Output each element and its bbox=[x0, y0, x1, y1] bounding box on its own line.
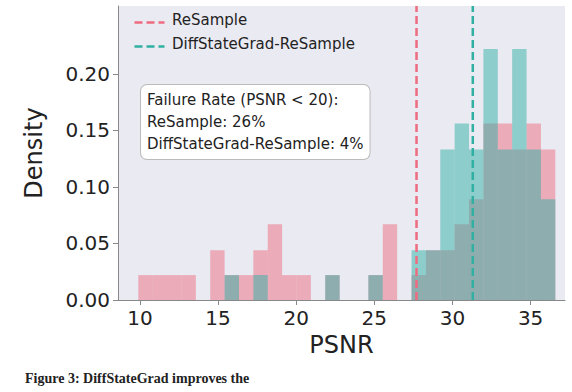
svg-text:0.05: 0.05 bbox=[65, 231, 110, 255]
svg-text:15: 15 bbox=[205, 306, 230, 330]
svg-text:PSNR: PSNR bbox=[309, 331, 373, 359]
svg-text:0.20: 0.20 bbox=[65, 62, 110, 86]
svg-text:Failure Rate (PSNR < 20):: Failure Rate (PSNR < 20): bbox=[147, 91, 338, 109]
svg-text:0.15: 0.15 bbox=[65, 118, 110, 142]
svg-text:ReSample: 26%: ReSample: 26% bbox=[147, 113, 265, 131]
svg-text:0.00: 0.00 bbox=[65, 288, 110, 312]
svg-text:ReSample: ReSample bbox=[172, 11, 247, 29]
svg-text:0.10: 0.10 bbox=[65, 175, 110, 199]
svg-text:DiffStateGrad-ReSample: 4%: DiffStateGrad-ReSample: 4% bbox=[147, 135, 364, 153]
svg-text:Density: Density bbox=[20, 107, 48, 198]
svg-text:25: 25 bbox=[362, 306, 387, 330]
svg-text:20: 20 bbox=[283, 306, 308, 330]
svg-text:DiffStateGrad-ReSample: DiffStateGrad-ReSample bbox=[172, 35, 355, 53]
svg-text:30: 30 bbox=[440, 306, 465, 330]
svg-text:Figure 3: DiffStateGrad improv: Figure 3: DiffStateGrad improves the bbox=[25, 371, 249, 386]
svg-text:10: 10 bbox=[127, 306, 152, 330]
svg-text:35: 35 bbox=[518, 306, 543, 330]
